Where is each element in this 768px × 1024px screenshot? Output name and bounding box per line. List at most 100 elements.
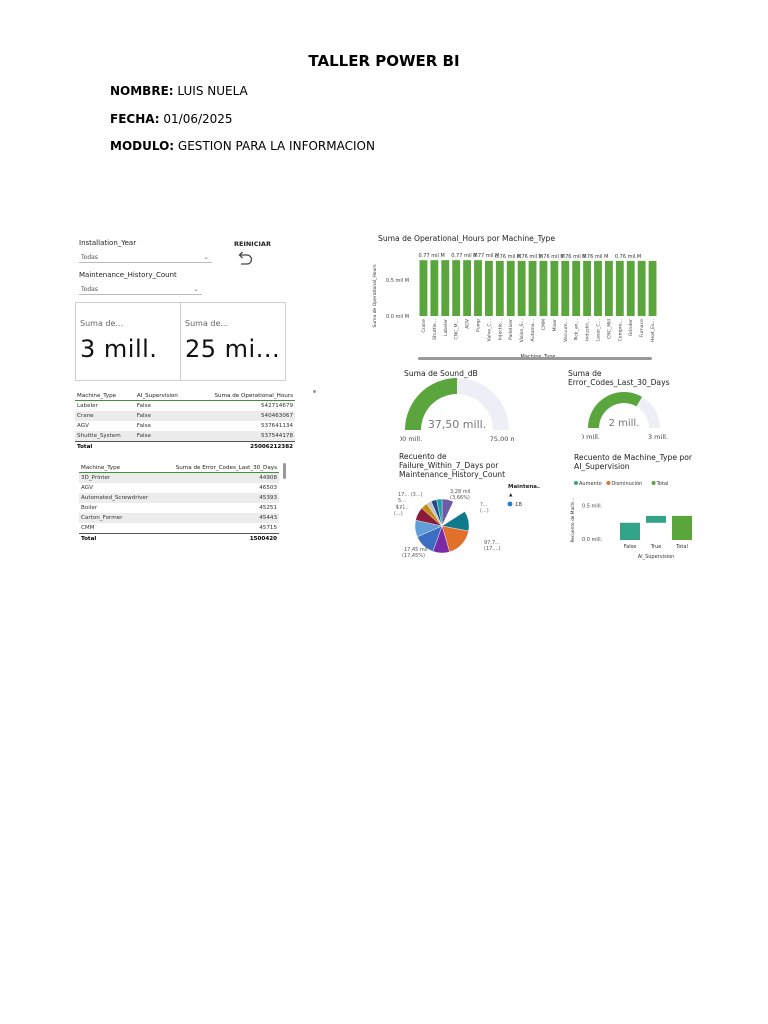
pie-data-label: (17,...) [484, 546, 501, 552]
x-tick-label: CNC_Mill [606, 319, 612, 339]
bar-data-label: 0.76 mil M [517, 254, 543, 260]
date-line: FECHA: 01/06/2025 [110, 112, 233, 126]
date-label: FECHA: [110, 112, 160, 126]
bar [550, 260, 559, 316]
bar [506, 260, 515, 316]
pie-legend-entry: 18 [515, 502, 522, 508]
table-row: Automated_Screwdriver 45393 [79, 493, 279, 503]
table-cell: Carton_Former [79, 513, 160, 523]
bar [528, 260, 537, 316]
pie-data-label: ?... [480, 502, 488, 508]
x-tick-label: Mixer [552, 319, 558, 332]
x-tick-label: Crane [421, 319, 427, 333]
installation-year-value: Todas [81, 254, 98, 261]
chart-scrollbar[interactable] [418, 357, 652, 360]
bar-chart-title: Suma de Operational_Hours por Machine_Ty… [378, 234, 556, 243]
pie-data-label: 17,45 mil [404, 547, 428, 553]
table-header[interactable]: Machine_Type [75, 392, 135, 401]
pie-data-label: 17... (3...) [398, 492, 423, 498]
table-header[interactable]: Machine_Type [79, 464, 160, 473]
table-cell: False [136, 403, 151, 409]
card-caption: Suma de... [80, 319, 124, 328]
table-row: AGV False 537641134 [75, 421, 295, 431]
table-cell: Crane [75, 411, 135, 421]
bar-data-label: 0.76 mil M [539, 254, 565, 260]
x-tick-label: Heat_Ex... [650, 319, 656, 342]
y-tick-label: 0.0 mill. [582, 537, 603, 543]
gauge-fill [588, 392, 642, 428]
module-value: GESTION PARA LA INFORMACION [177, 139, 375, 153]
table-cell [134, 441, 192, 452]
pie-data-label: (...) [394, 511, 403, 517]
x-tick-label: Shuttle... [432, 319, 438, 340]
table-row: AGV 46503 [79, 483, 279, 493]
x-axis-label: AI_Supervision [638, 554, 675, 560]
y-tick-label: 0.5 mil M [386, 278, 409, 284]
pie-title: Recuento de Failure_Within_7_Days por Ma… [399, 452, 505, 479]
installation-year-dropdown[interactable]: Todas ⌄ [79, 252, 212, 263]
waterfall-legend-entry: Aumento [579, 481, 602, 487]
pie-legend-marker [507, 501, 513, 507]
gauge-errors-title-line: Error_Codes_Last_30_Days [568, 378, 670, 387]
x-tick-label: Vision_S... [519, 319, 525, 342]
x-tick-label: Grinder [628, 319, 634, 336]
pie-title-line: Maintenance_History_Count [399, 470, 506, 479]
maintenance-history-dropdown[interactable]: Todas ⌄ [79, 284, 202, 295]
bar [484, 260, 493, 316]
table-row: Shuttle_System False 537544178 [75, 431, 295, 442]
pie-data-label: 97,7... [484, 540, 500, 546]
card-value: 3 mill. [80, 335, 158, 363]
installation-year-slicer-title: Installation_Year [79, 239, 137, 247]
gauge-sound-title: Suma de Sound_dB [404, 369, 478, 378]
operational-hours-table: Machine_Type AI_Supervision Suma de Oper… [75, 392, 295, 452]
waterfall-legend-entry: Disminución [611, 480, 642, 487]
y-tick-label: 0.0 mil M [386, 314, 409, 320]
table-scrollbar[interactable] [283, 463, 286, 479]
table-cell: Labeler [77, 403, 98, 409]
table-cell: Boiler [81, 505, 98, 511]
x-tick-label: True [650, 544, 662, 550]
y-tick-label: 0.5 mill. [582, 504, 603, 510]
module-label: MODULO: [110, 139, 175, 153]
pie-data-label: (...) [480, 508, 489, 514]
reset-button[interactable] [236, 250, 254, 266]
pie-data-label: (17,45%) [402, 553, 425, 559]
table-cell: 537544178 [191, 431, 295, 442]
table-cell: 542714679 [260, 403, 293, 409]
table-total-value: 25006212382 [191, 441, 295, 452]
bar [495, 260, 504, 316]
table-row: Crane False 540463067 [75, 411, 295, 421]
pie-data-label: 5... [398, 498, 406, 504]
table-cell: False [134, 431, 192, 442]
bar [463, 260, 472, 316]
sound-gauge: 37,50 mill. 0,00 mill. 75,00 mill. [400, 378, 514, 442]
table-header-row: Machine_Type Suma de Error_Codes_Last_30… [79, 464, 279, 473]
x-tick-label: Labeler [443, 319, 449, 336]
bar [626, 260, 635, 316]
table-total-row: Total 25006212382 [75, 441, 295, 452]
maintenance-history-value: Todas [81, 286, 98, 293]
bar [561, 260, 570, 316]
name-line: NOMBRE: LUIS NUELA [110, 84, 248, 98]
table-cell: 540463067 [191, 411, 295, 421]
card-caption: Suma de... [185, 319, 229, 328]
table-header[interactable]: Suma de Operational_Hours [191, 392, 295, 401]
x-tick-label: Vacuum... [563, 319, 569, 342]
x-tick-label: Pick_an... [574, 319, 580, 341]
table-header[interactable]: AI_Supervision [134, 392, 192, 401]
bar-data-label: 0.76 mil M [582, 254, 608, 260]
card-sum-2: Suma de... 25 mi... [180, 302, 286, 381]
x-tick-label: Injectio... [497, 319, 503, 340]
pie-data-label: 3,28 mil [450, 489, 470, 495]
table-header[interactable]: Suma de Error_Codes_Last_30_Days [159, 464, 279, 473]
table-cell: 45715 [259, 525, 277, 531]
gauge-min-label: 0,00 mill. [400, 435, 422, 442]
bar [539, 260, 548, 316]
table-cell: Automated_Screwdriver [79, 493, 160, 503]
x-tick-label: False [624, 544, 637, 550]
bar-data-label: 0.77 mil M [419, 253, 445, 259]
table-cell: 3D_Printer [79, 472, 160, 483]
visual-handle-dot [313, 390, 316, 393]
table-cell: 45443 [159, 513, 279, 523]
x-tick-label: Laser_C... [596, 319, 602, 341]
